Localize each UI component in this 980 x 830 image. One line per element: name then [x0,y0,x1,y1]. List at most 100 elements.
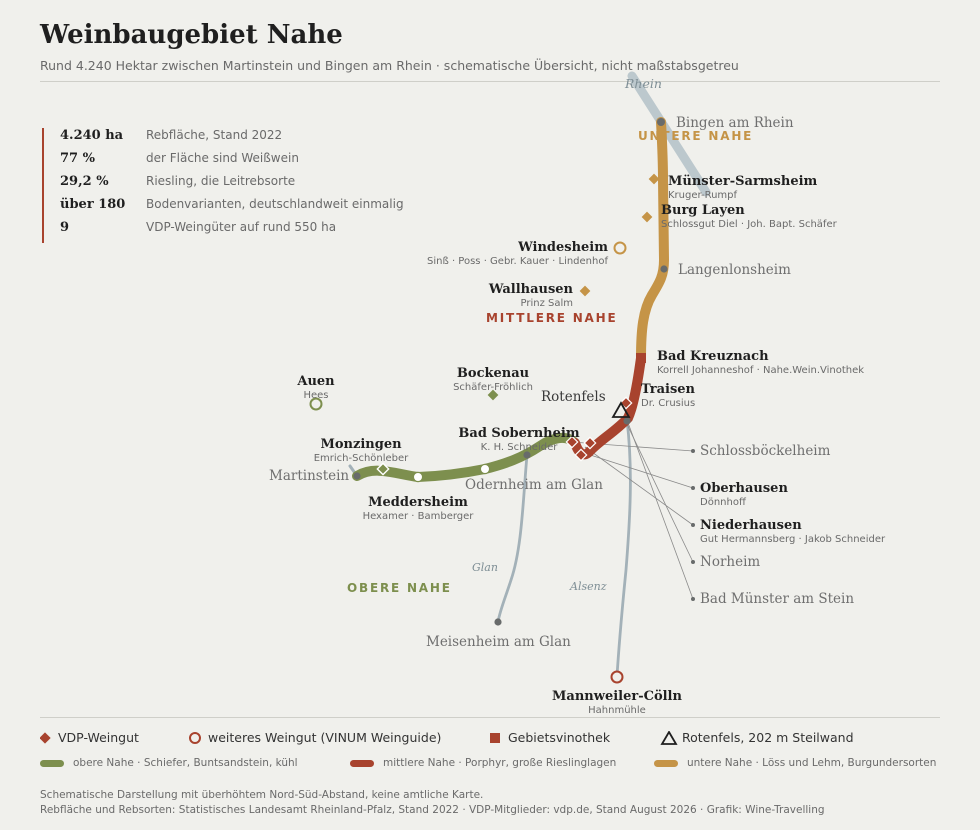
winery-sub-meddersheim: Hexamer · Bamberger [363,511,475,522]
vinothek-marker-bad-kreuznach [636,353,646,363]
winery-name-oberhausen: Oberhausen [700,481,788,496]
place-label-rotenfels: Rotenfels [541,389,606,405]
page-title: Weinbaugebiet Nahe [40,20,343,50]
winery-name-bockenau: Bockenau [457,366,529,381]
place-label-bad-muenster: Bad Münster am Stein [700,591,854,607]
legend-label-vinothek: Gebietsvinothek [508,730,611,745]
rhein-river [627,71,711,197]
alsenz-river [615,418,632,678]
legend-item-rotenfels: Rotenfels, 202 m Steilwand [660,730,854,745]
footnote-line-1: Schematische Darstellung mit überhöhtem … [40,789,484,801]
region-label-obere: OBERE NAHE [347,581,452,595]
rotenfels-marker [611,401,631,418]
stat-value: 9 [60,220,70,235]
leader-lines [571,417,694,600]
place-label-bingen: Bingen am Rhein [676,115,794,131]
town-dot-martinstein [353,472,361,480]
town-dot-schlossboeckelheim [691,449,695,453]
glan-label: Glan [472,561,498,574]
town-dot-norheim [691,560,695,564]
winery-sub-wallhausen: Prinz Salm [520,298,573,309]
footnote-line-2: Rebfläche und Rebsorten: Statistisches L… [40,803,825,816]
legend-label-untere: untere Nahe · Löss und Lehm, Burgunderso… [687,757,937,769]
winery-name-niederhausen: Niederhausen [700,518,802,533]
winery-sub-monzingen: Emrich-Schönleber [314,453,409,464]
place-label-langenlonsheim: Langenlonsheim [678,262,791,278]
winery-sub-traisen: Dr. Crusius [641,398,695,409]
stat-row: 29,2 % Riesling, die Leitrebsorte [60,174,404,197]
untere-line-swatch [654,759,678,767]
legend-label-weingut: weiteres Weingut (VINUM Weinguide) [208,730,442,745]
hollow-circle-icon [189,731,201,744]
leader-line [584,446,694,526]
winery-name-bad-sobernheim: Bad Sobernheim [458,426,579,441]
winery-name-mannweiler: Mannweiler-Cölln [552,689,682,704]
winery-sub-niederhausen: Gut Hermannsberg · Jakob Schneider [700,534,886,545]
winery-name-muenster-sarmsheim: Münster-Sarmsheim [668,174,818,189]
winery-marker-auen [309,397,323,411]
legend-item-mittlere: mittlere Nahe · Porphyr, große Rieslingl… [350,757,654,769]
legend-label-vdp: VDP-Weingut [58,730,139,745]
region-label-untere: UNTERE NAHE [638,129,753,143]
obere-line-swatch [40,759,64,767]
stat-label: Rebfläche, Stand 2022 [146,128,283,142]
legend-label-rotenfels: Rotenfels, 202 m Steilwand [682,730,854,745]
rhein-label: Rhein [624,76,662,91]
legend-item-vdp: VDP-Weingut [40,730,188,745]
winery-marker-mannweiler [610,670,624,684]
nahe-river-mittlere [570,353,646,460]
winery-sub-windesheim: Sinß · Poss · Gebr. Kauer · Lindenhof [427,256,608,267]
triangle-icon [660,730,678,745]
town-dot-odernheim [523,451,531,459]
winery-name-burg-layen: Burg Layen [661,203,745,218]
winery-name-windesheim: Windesheim [517,240,608,255]
mittlere-line-swatch [350,759,374,767]
stat-label: der Fläche sind Weißwein [146,151,299,165]
glan-river [496,453,529,624]
town-dot-traisen [623,417,631,425]
winery-name-meddersheim: Meddersheim [368,495,468,510]
stats-panel: 4.240 ha Rebfläche, Stand 2022 77 % der … [42,128,404,243]
winery-name-auen: Auen [296,374,335,389]
page-subtitle: Rund 4.240 Hektar zwischen Martinstein u… [40,58,739,73]
legend-item-weingut: weiteres Weingut (VINUM Weinguide) [188,730,488,745]
legend-item-obere: obere Nahe · Schiefer, Buntsandstein, kü… [40,757,350,769]
vdp-marker-schlossboeckelheim [565,435,579,449]
stat-label: Bodenvarianten, deutschlandweit einmalig [146,197,404,211]
winery-sub-burg-layen: Schlossgut Diel · Joh. Bapt. Schäfer [661,219,838,230]
vdp-marker-wallhausen [579,285,591,297]
alsenz-label: Alsenz [569,580,607,593]
winery-sub-auen: Hees [303,390,328,401]
stat-row: 9 VDP-Weingüter auf rund 550 ha [60,220,404,243]
stat-value: über 180 [60,197,126,212]
legend-label-mittlere: mittlere Nahe · Porphyr, große Rieslingl… [383,757,617,769]
square-icon [490,732,500,743]
leader-line [626,419,694,600]
winery-marker-meddersheim [412,471,424,483]
stat-label: Riesling, die Leitrebsorte [146,174,296,188]
winery-name-traisen: Traisen [641,382,696,397]
town-dot-bingen [657,118,665,126]
region-label-mittlere: MITTLERE NAHE [486,311,617,325]
stat-value: 4.240 ha [60,128,124,143]
winery-name-wallhausen: Wallhausen [488,282,574,297]
winery-sub-mannweiler: Hahnmühle [588,705,646,716]
place-label-martinstein: Martinstein [269,468,349,484]
town-dot-langenlonsheim [660,265,668,273]
stat-value: 77 % [60,151,95,166]
town-dot-meisenheim [494,618,502,626]
winery-name-monzingen: Monzingen [320,437,402,452]
place-label-odernheim: Odernheim am Glan [465,477,603,493]
place-label-meisenheim: Meisenheim am Glan [426,634,571,650]
winery-sub-muenster-sarmsheim: Kruger-Rumpf [668,190,738,201]
winery-name-bad-kreuznach: Bad Kreuznach [657,349,769,364]
winery-marker-windesheim [613,241,627,255]
legend-regions: obere Nahe · Schiefer, Buntsandstein, kü… [40,757,936,769]
stat-row: über 180 Bodenvarianten, deutschlandweit… [60,197,404,220]
winery-sub-oberhausen: Dönnhoff [700,497,747,508]
stat-row: 4.240 ha Rebfläche, Stand 2022 [60,128,404,151]
winery-sub-bockenau: Schäfer-Fröhlich [453,382,533,393]
vdp-marker-oberhausen [574,448,588,462]
legend-item-vinothek: Gebietsvinothek [488,730,660,745]
legend-divider [40,717,940,718]
